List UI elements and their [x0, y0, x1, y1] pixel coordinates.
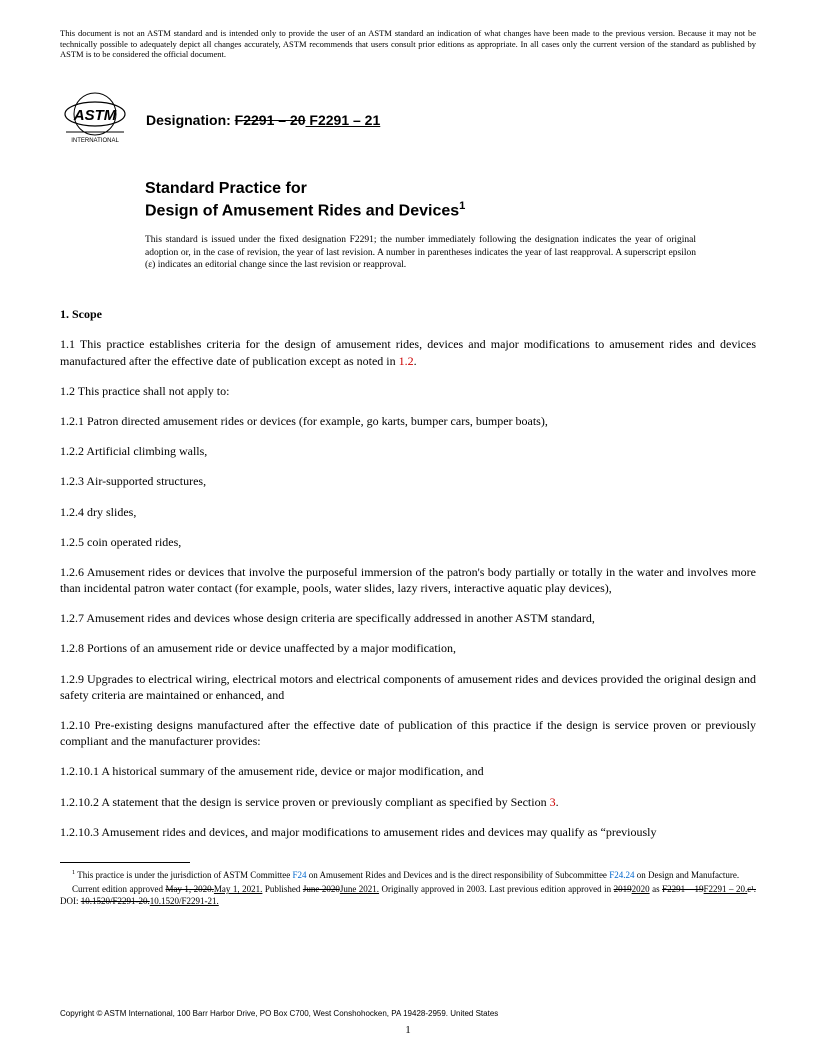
title-block: Standard Practice for Design of Amusemen…	[145, 178, 756, 223]
para-1-2-9: 1.2.9 Upgrades to electrical wiring, ele…	[60, 671, 756, 703]
fn2-new1: May 1, 2021.	[214, 884, 262, 894]
fn2-old3: 2019	[614, 884, 632, 894]
fn2-old6: 10.1520/F2291-20.	[81, 896, 150, 906]
fn1-b: on Amusement Rides and Devices and is th…	[306, 870, 609, 880]
fn1-link2[interactable]: F24.24	[609, 870, 634, 880]
para-1-2-7: 1.2.7 Amusement rides and devices whose …	[60, 610, 756, 626]
copyright-line: Copyright © ASTM International, 100 Barr…	[60, 1009, 498, 1018]
designation-new: F2291 – 21	[306, 112, 381, 128]
para-1-2-4: 1.2.4 dry slides,	[60, 504, 756, 520]
para-1-2: 1.2 This practice shall not apply to:	[60, 383, 756, 399]
footnote-1: 1 This practice is under the jurisdictio…	[60, 869, 756, 881]
fn1-link1[interactable]: F24	[292, 870, 306, 880]
designation-old: F2291 – 20	[235, 112, 306, 128]
issuance-note: This standard is issued under the fixed …	[145, 234, 696, 271]
page-number: 1	[0, 1024, 816, 1036]
para-1-2-10: 1.2.10 Pre-existing designs manufactured…	[60, 717, 756, 749]
fn2-new3: 2020	[632, 884, 650, 894]
para-1-2-8: 1.2.8 Portions of an amusement ride or d…	[60, 640, 756, 656]
para-1-2-10-3: 1.2.10.3 Amusement rides and devices, an…	[60, 824, 756, 840]
fn1-c: on Design and Manufacture.	[634, 870, 739, 880]
fn2-a: Current edition approved	[72, 884, 165, 894]
fn2-old2: June 2020	[303, 884, 340, 894]
designation-line: Designation: F2291 – 20 F2291 – 21	[146, 112, 380, 128]
fn2-old4: F2291 – 19	[662, 884, 703, 894]
title-line-2: Design of Amusement Rides and Devices1	[145, 199, 756, 222]
para-1-1-b: .	[414, 354, 417, 368]
fn1-a: This practice is under the jurisdiction …	[75, 870, 292, 880]
para-1-2-3: 1.2.3 Air-supported structures,	[60, 473, 756, 489]
para-1-2-5: 1.2.5 coin operated rides,	[60, 534, 756, 550]
title-text: Design of Amusement Rides and Devices	[145, 203, 459, 220]
link-1-2[interactable]: 1.2	[399, 354, 414, 368]
fn2-e: DOI:	[60, 896, 81, 906]
disclaimer-text: This document is not an ASTM standard an…	[60, 28, 756, 60]
footnote-separator	[60, 862, 190, 863]
para-1-2-2: 1.2.2 Artificial climbing walls,	[60, 443, 756, 459]
fn2-new6: 10.1520/F2291-21.	[150, 896, 219, 906]
fn2-d: as	[650, 884, 662, 894]
fn2-old5: ε¹.	[747, 884, 756, 894]
fn2-old1: May 1, 2020.	[165, 884, 213, 894]
para-1-2-10-2-a: 1.2.10.2 A statement that the design is …	[60, 795, 550, 809]
para-1-2-10-2-b: .	[556, 795, 559, 809]
svg-text:ASTM: ASTM	[73, 107, 117, 124]
fn2-c: Originally approved in 2003. Last previo…	[379, 884, 614, 894]
footnote-2: Current edition approved May 1, 2020.May…	[60, 883, 756, 907]
para-1-2-6: 1.2.6 Amusement rides or devices that in…	[60, 564, 756, 596]
designation-label: Designation:	[146, 112, 235, 128]
title-line-1: Standard Practice for	[145, 178, 756, 200]
section-1-heading: 1. Scope	[60, 307, 756, 322]
svg-text:INTERNATIONAL: INTERNATIONAL	[71, 138, 119, 144]
astm-logo: ASTM INTERNATIONAL	[60, 90, 130, 150]
para-1-2-10-1: 1.2.10.1 A historical summary of the amu…	[60, 763, 756, 779]
fn2-new4: F2291 – 20.	[704, 884, 748, 894]
fn2-b: Published	[262, 884, 302, 894]
header-row: ASTM INTERNATIONAL Designation: F2291 – …	[60, 90, 756, 150]
para-1-2-1: 1.2.1 Patron directed amusement rides or…	[60, 413, 756, 429]
fn2-new2: June 2021.	[340, 884, 379, 894]
para-1-2-10-2: 1.2.10.2 A statement that the design is …	[60, 794, 756, 810]
para-1-1: 1.1 This practice establishes criteria f…	[60, 336, 756, 368]
title-superscript: 1	[459, 200, 465, 212]
